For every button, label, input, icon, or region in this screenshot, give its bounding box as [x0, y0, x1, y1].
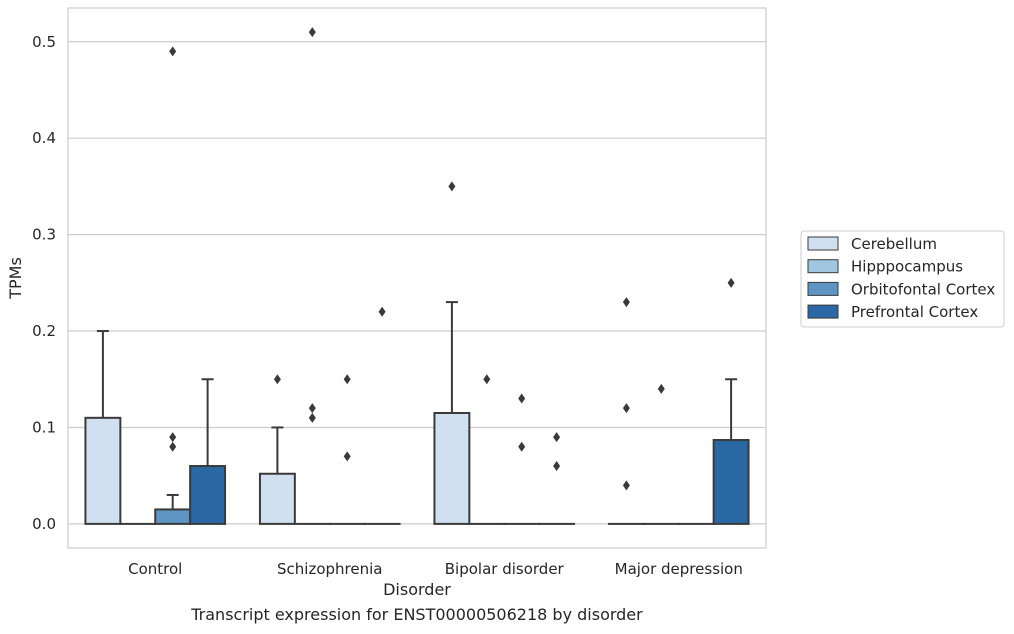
y-tick-label: 0.0: [32, 515, 56, 533]
outlier-point: [169, 46, 177, 57]
legend-label: Hipppocampus: [851, 258, 963, 276]
legend-label: Prefrontal Cortex: [851, 303, 978, 321]
outlier-point: [657, 383, 665, 394]
legend: Cerebellum Hipppocampus Orbitofontal Corte…: [800, 230, 1005, 328]
plot-area-frame: [67, 7, 767, 549]
outlier-point: [553, 432, 561, 443]
error-whiskers: [96, 301, 738, 510]
y-tick-label: 0.5: [32, 33, 56, 51]
outlier-point: [308, 27, 316, 38]
x-tick-label: Control: [128, 560, 182, 578]
x-tick-label: Bipolar disorder: [445, 560, 565, 578]
outlier-point: [343, 374, 351, 385]
legend-frame: [800, 230, 1005, 328]
outlier-point: [622, 403, 630, 414]
outlier-point: [169, 441, 177, 452]
x-tick-label: Major depression: [615, 560, 743, 578]
bar-marks: [84, 412, 750, 525]
y-tick-label: 0.3: [32, 226, 56, 244]
outlier-point: [553, 461, 561, 472]
legend-swatch: [807, 236, 839, 251]
outlier-point: [169, 432, 177, 443]
legend-swatch: [807, 281, 839, 296]
outlier-point: [343, 451, 351, 462]
outlier-point: [518, 393, 526, 404]
outlier-point: [378, 306, 386, 317]
y-tick-label: 0.2: [32, 322, 56, 340]
outlier-point: [727, 277, 735, 288]
outlier-point: [622, 480, 630, 491]
bar: [84, 416, 122, 525]
outlier-point: [483, 374, 491, 385]
bar: [154, 508, 192, 525]
legend-swatch: [807, 304, 839, 319]
outlier-point: [518, 441, 526, 452]
x-axis-ticks: Control Schizophrenia Bipolar disorder Majo…: [128, 560, 743, 578]
y-tick-label: 0.4: [32, 129, 56, 147]
y-axis-ticks: 0.0 0.1 0.2 0.3 0.4 0.5: [32, 33, 56, 533]
bar: [189, 465, 227, 525]
bar: [258, 472, 296, 525]
y-axis-label: TPMs: [6, 257, 25, 300]
outlier-point: [448, 181, 456, 192]
legend-label: Cerebellum: [851, 235, 937, 253]
y-tick-label: 0.1: [32, 418, 56, 436]
legend-swatch: [807, 259, 839, 274]
bar: [712, 439, 750, 525]
chart-caption: Transcript expression for ENST0000050621…: [191, 605, 643, 624]
x-axis-label: Disorder: [383, 580, 451, 599]
legend-label: Orbitofontal Cortex: [851, 280, 995, 298]
x-tick-label: Schizophrenia: [277, 560, 382, 578]
outlier-point: [622, 297, 630, 308]
outlier-points: [169, 27, 735, 491]
outlier-point: [308, 412, 316, 423]
outlier-point: [273, 374, 281, 385]
outlier-point: [308, 403, 316, 414]
bar: [433, 412, 471, 525]
